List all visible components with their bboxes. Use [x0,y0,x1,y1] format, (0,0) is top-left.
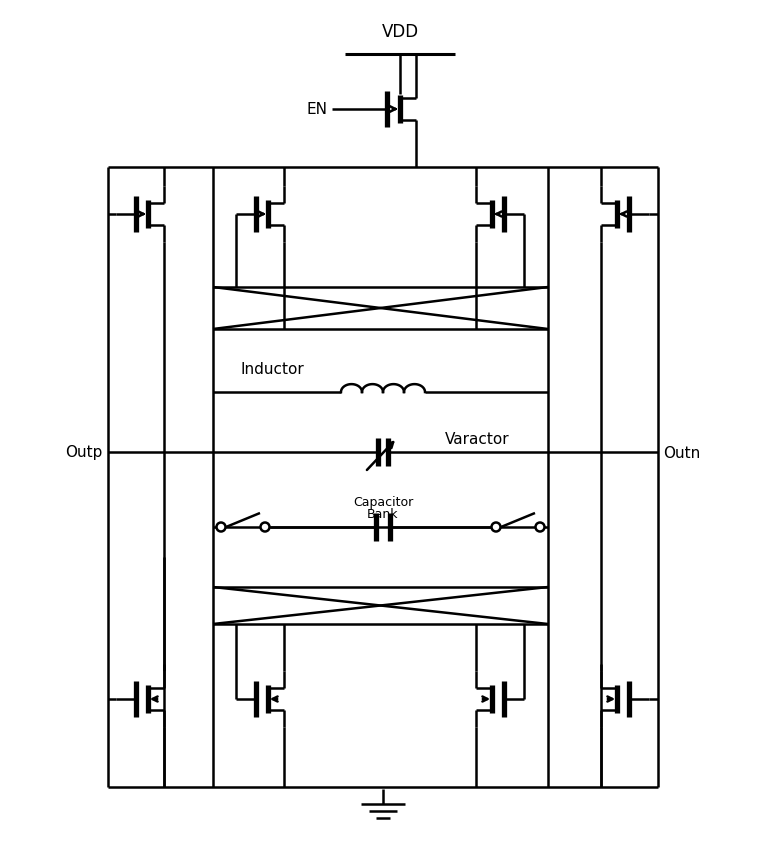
Text: VDD: VDD [381,23,418,41]
Text: Inductor: Inductor [240,362,304,377]
Circle shape [535,523,545,532]
Text: Bank: Bank [367,507,399,520]
Text: EN: EN [306,102,327,117]
Circle shape [492,523,500,532]
Circle shape [217,523,225,532]
Text: Capacitor: Capacitor [353,496,413,509]
Circle shape [260,523,270,532]
Text: Outn: Outn [663,445,700,460]
Text: Outp: Outp [66,445,103,460]
Text: Varactor: Varactor [445,432,509,447]
